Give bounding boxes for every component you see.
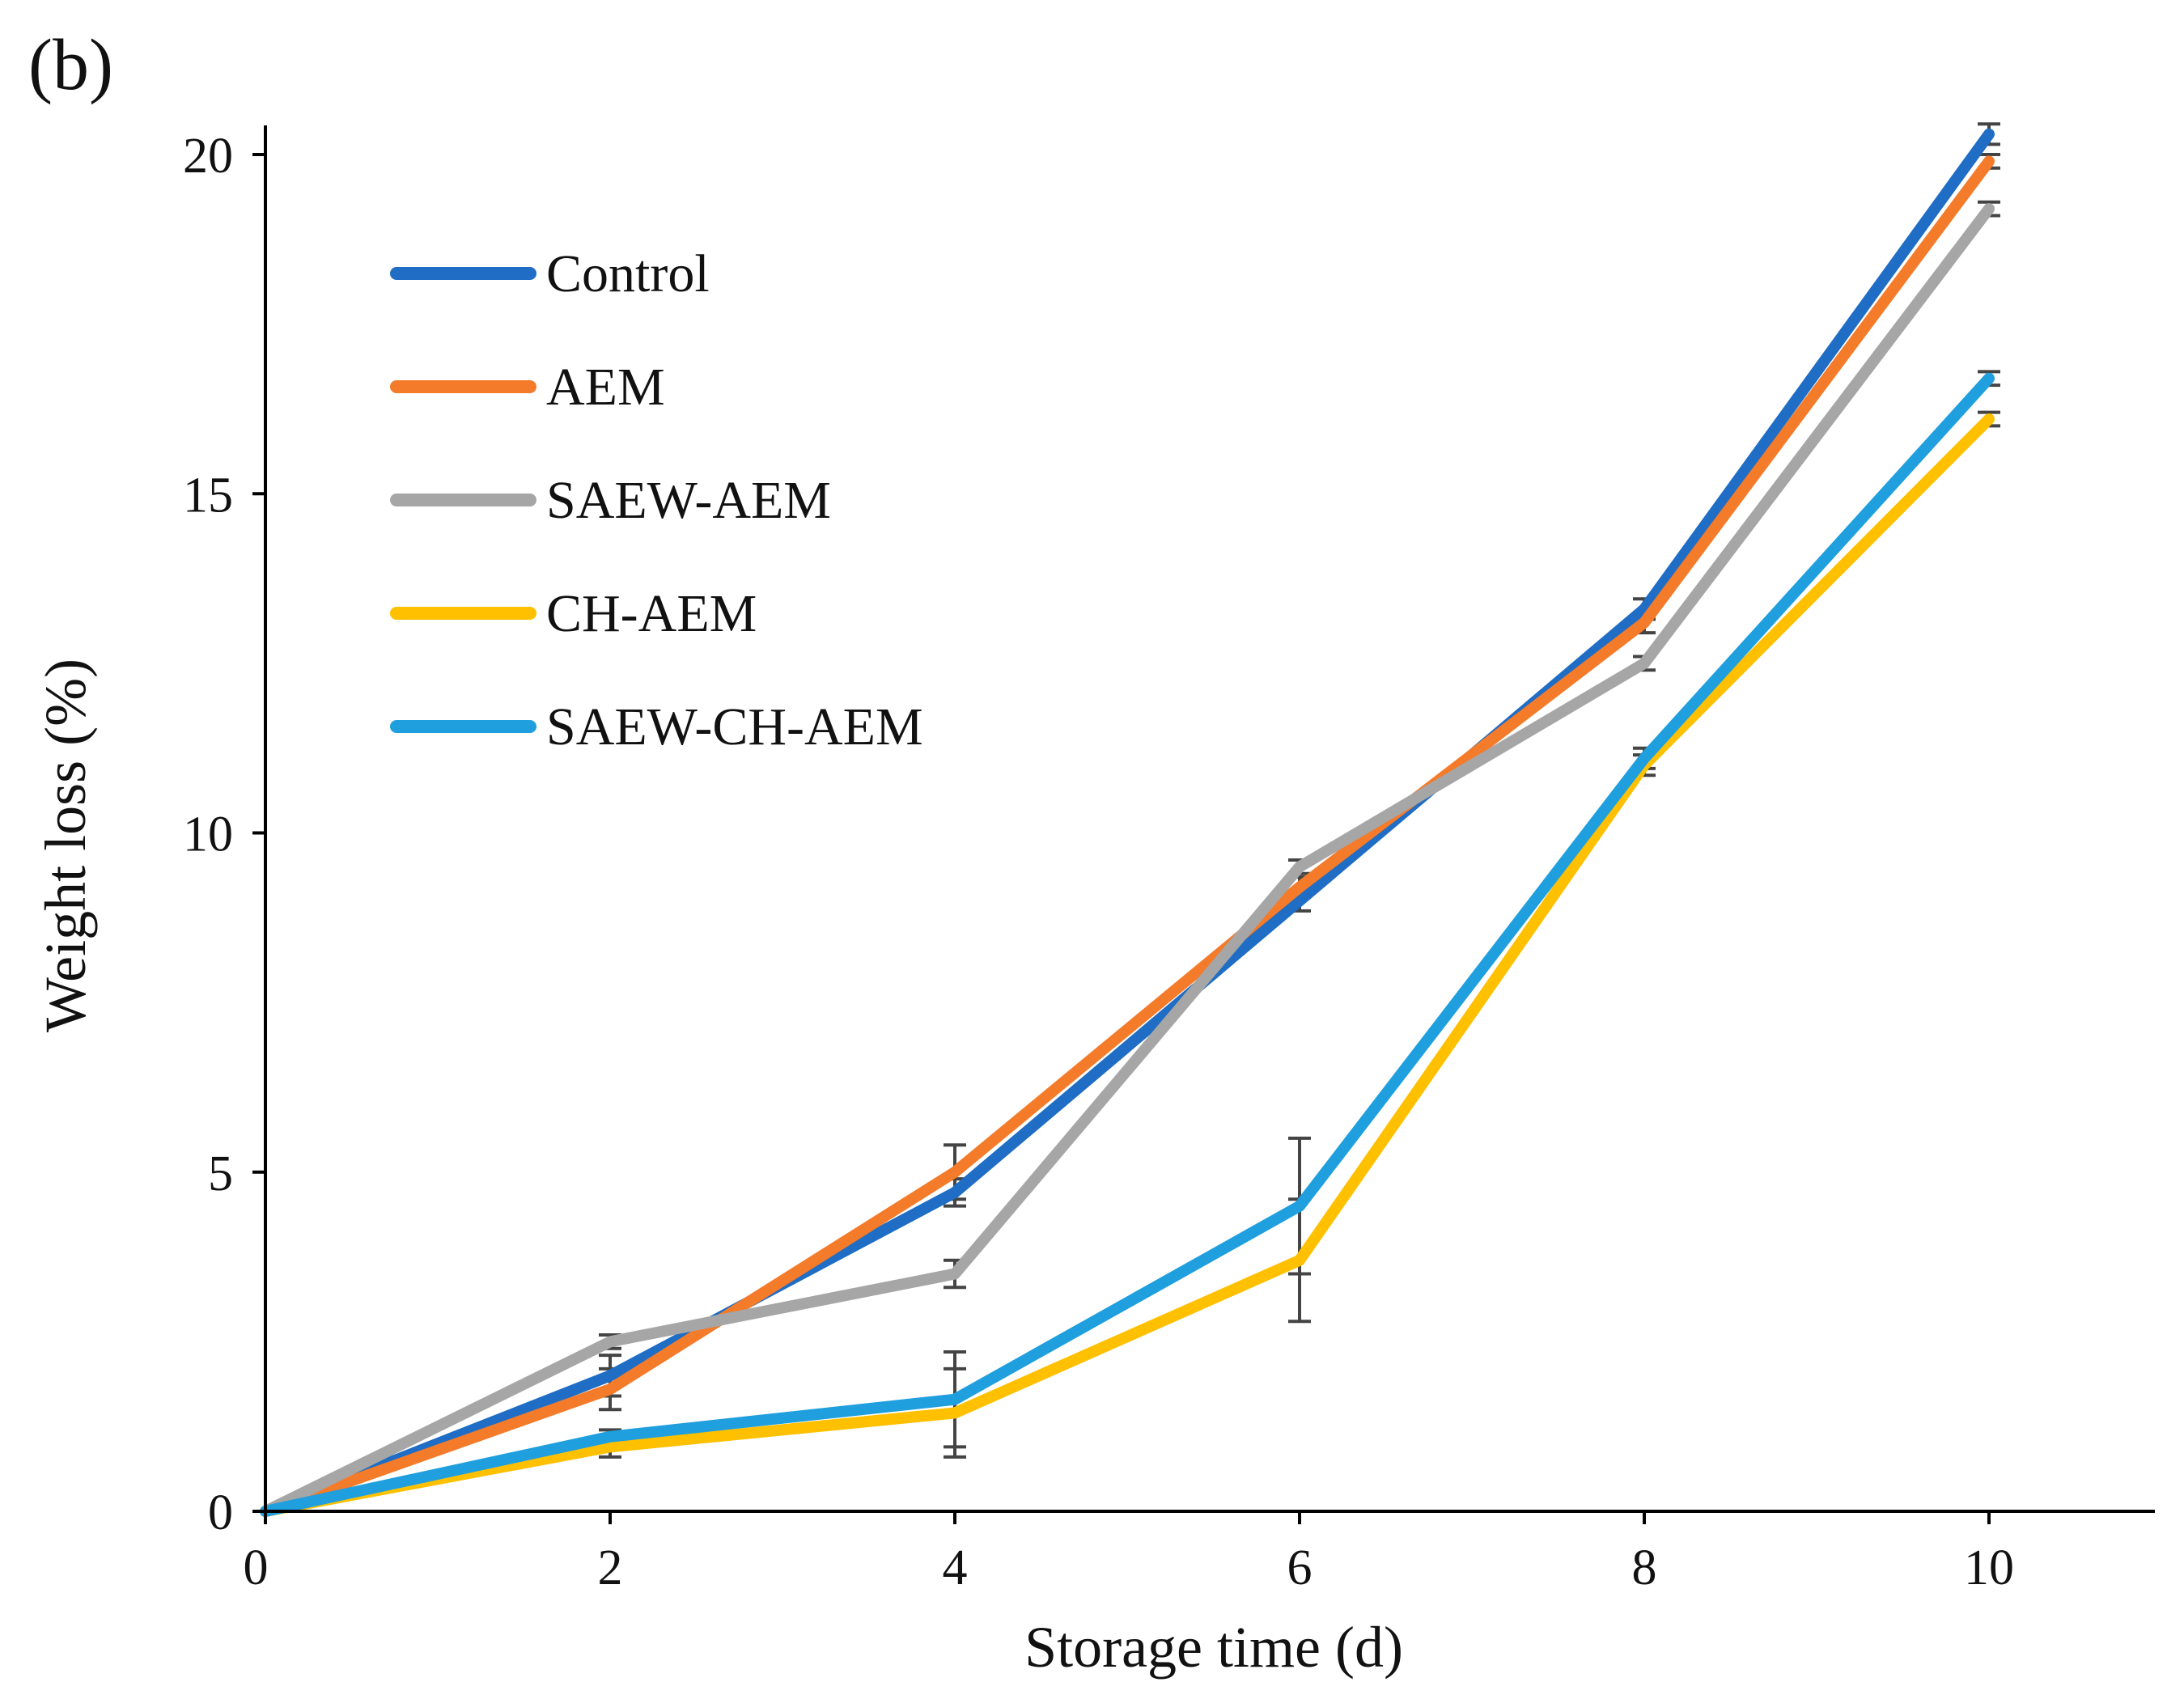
y-tick-label: 15 [183, 468, 233, 523]
legend-item: SAEW-AEM [390, 471, 831, 530]
x-tick-label: 10 [1964, 1540, 2014, 1595]
axes [264, 125, 2155, 1513]
y-tick-label: 0 [208, 1485, 233, 1540]
series-line-control [260, 128, 1995, 1517]
series-line-aem [260, 155, 1995, 1517]
x-tick-label: 6 [1287, 1540, 1313, 1595]
x-tick-label: 2 [598, 1540, 623, 1595]
legend: Control AEM SAEW-AEM CH-AEM SAEW-CH-AEM [390, 244, 923, 756]
legend-item: AEM [390, 358, 665, 417]
legend-item: SAEW-CH-AEM [390, 697, 923, 756]
legend-item: Control [390, 244, 710, 303]
legend-label: SAEW-CH-AEM [546, 697, 923, 756]
legend-label: Control [546, 244, 710, 303]
legend-item: CH-AEM [390, 584, 757, 643]
y-tick-label: 20 [183, 129, 233, 184]
panel-label: (b) [28, 25, 113, 105]
y-tick-label: 5 [208, 1146, 233, 1201]
x-tick-label: 4 [943, 1540, 968, 1595]
legend-label: CH-AEM [546, 584, 757, 643]
series-line-saew-ch-aem [260, 372, 1995, 1517]
x-tick-label: 8 [1632, 1540, 1657, 1595]
series-line-saew-aem [260, 203, 1995, 1517]
series-lines [260, 128, 1995, 1517]
axis-ticks: 0 5 10 15 20 0 2 4 6 8 10 [183, 129, 2014, 1595]
x-tick-label: 0 [244, 1540, 269, 1595]
series-line-ch-aem [260, 413, 1995, 1517]
y-tick-label: 10 [183, 807, 233, 862]
legend-label: AEM [546, 358, 665, 417]
legend-label: SAEW-AEM [546, 471, 831, 530]
y-axis-title: Weight loss (%) [33, 659, 98, 1032]
x-axis-title: Storage time (d) [1024, 1615, 1403, 1680]
